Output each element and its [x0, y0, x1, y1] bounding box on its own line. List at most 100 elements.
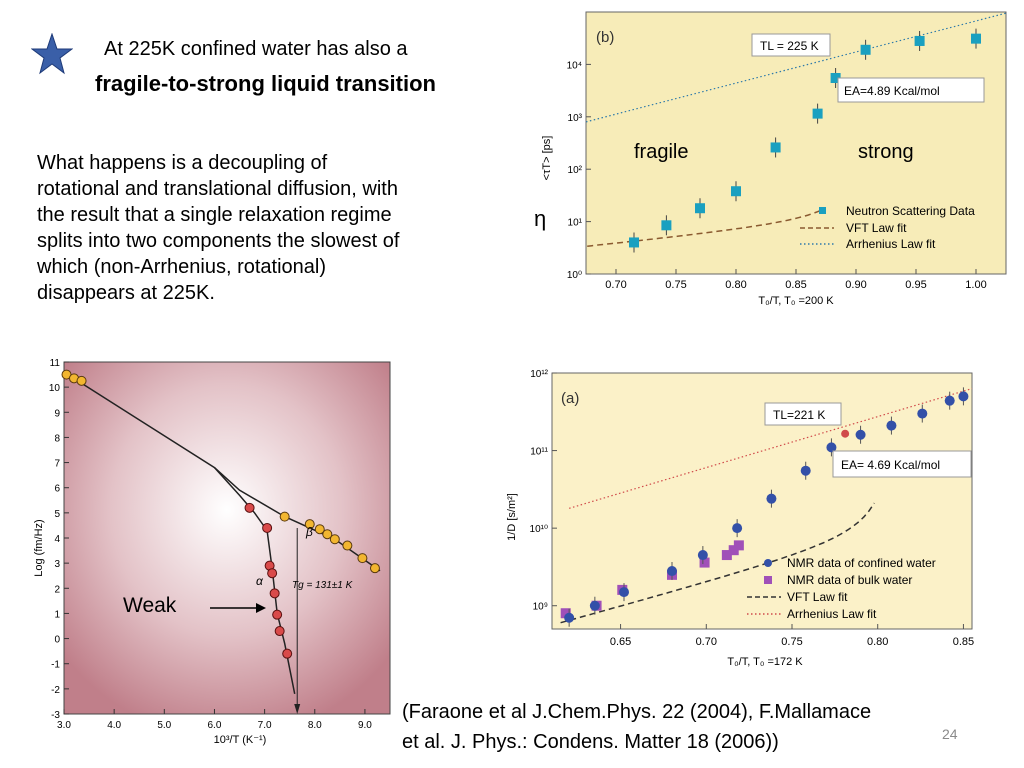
y-tick-label: 10⁰: [567, 270, 582, 281]
chart-a-ea-annotation: EA= 4.69 Kcal/mol: [841, 458, 940, 472]
data-point: [661, 220, 672, 231]
chart-d-ylabel: Log (fm/Hz): [33, 519, 45, 576]
y-tick-label: 4: [54, 534, 60, 545]
data-point: [721, 550, 732, 561]
data-point: [329, 534, 340, 545]
y-tick-label: 10³: [568, 113, 583, 124]
body-line: which (non-Arrhenius, rotational): [37, 256, 327, 278]
y-tick-label: 11: [50, 358, 61, 369]
data-point: [812, 108, 823, 119]
x-tick-label: 0.70: [696, 636, 717, 648]
data-point: [269, 588, 280, 599]
data-point: [766, 493, 777, 504]
data-point: [830, 73, 841, 84]
data-point: [731, 186, 741, 197]
x-tick-label: 0.70: [605, 279, 626, 291]
chart-d-beta-label: β: [305, 525, 313, 539]
data-point: [282, 648, 293, 659]
y-tick-label: 10: [49, 383, 61, 394]
y-tick-label: -1: [51, 660, 60, 671]
data-point: [272, 609, 283, 620]
reference-line: (Faraone et al J.Chem.Phys. 22 (2004), F…: [402, 701, 872, 723]
data-point: [274, 626, 285, 637]
chart-b-legend: Neutron Scattering Data VFT Law fit Arrh…: [800, 204, 975, 251]
data-point: [279, 511, 290, 522]
body-line: What happens is a decoupling of: [37, 152, 328, 174]
data-point: [589, 600, 600, 611]
chart-a-ylabel: 1/D [s/m²]: [506, 493, 518, 541]
chart-b-panel-label: (b): [596, 29, 614, 46]
x-tick-label: 5.0: [157, 720, 171, 731]
data-point: [619, 587, 629, 598]
data-point: [697, 550, 708, 561]
y-tick-label: 7: [54, 459, 60, 470]
y-tick-label: -2: [51, 685, 60, 696]
data-point: [369, 563, 380, 574]
y-tick-label: 2: [54, 584, 60, 595]
x-tick-label: 0.80: [867, 636, 888, 648]
chart-a-panel-label: (a): [561, 390, 579, 407]
reference-line: et al. J. Phys.: Condens. Matter 18 (200…: [402, 731, 779, 753]
legend-label: Arrhenius Law fit: [787, 607, 877, 621]
x-tick-label: 8.0: [308, 720, 322, 731]
chart-d-tg-label: Tg = 131±1 K: [292, 580, 354, 591]
chart-a-xlabel: T₀/T, T₀ =172 K: [727, 656, 803, 668]
y-tick-label: 8: [54, 433, 60, 444]
x-tick-label: 6.0: [208, 720, 222, 731]
y-tick-label: 10¹¹: [530, 447, 548, 458]
body-line: rotational and translational diffusion, …: [37, 178, 398, 200]
chart-a-nmr: (a) 1/D [s/m²] T₀/T, T₀ =172 K 0.65 0.70 0…: [495, 367, 985, 672]
slide-number: 24: [942, 726, 958, 742]
x-tick-label: 0.75: [781, 636, 802, 648]
chart-b-ylabel: <τT> [ps]: [541, 136, 553, 181]
x-tick-label: 1.00: [965, 279, 986, 291]
star-icon: [31, 33, 73, 75]
data-point: [629, 237, 639, 248]
chart-d-alpha-label: α: [256, 574, 264, 588]
x-tick-label: 0.75: [665, 279, 686, 291]
y-tick-label: 10¹: [568, 218, 583, 229]
chart-b-ea-annotation: EA=4.89 Kcal/mol: [844, 84, 940, 98]
vft-fit-line: [560, 502, 875, 624]
data-point: [244, 502, 255, 513]
x-tick-label: 4.0: [107, 720, 121, 731]
y-tick-label: 0: [54, 635, 60, 646]
data-point: [314, 524, 325, 535]
y-tick-label: -3: [51, 710, 60, 721]
legend-label: Arrhenius Law fit: [846, 237, 936, 251]
data-point: [560, 608, 571, 619]
slide-title-line1: At 225K confined water has also a: [104, 38, 408, 60]
data-point: [971, 33, 981, 44]
body-line: splits into two components the slowest o…: [37, 230, 400, 252]
data-point: [342, 540, 353, 551]
legend-square-marker: [764, 576, 772, 584]
data-point: [76, 375, 87, 386]
chart-b-eta-symbol: η: [534, 206, 546, 231]
data-point: [770, 142, 781, 153]
crossover-point: [841, 429, 850, 438]
data-point: [667, 566, 677, 577]
slide-title-line2: fragile-to-strong liquid transition: [95, 71, 436, 96]
x-tick-label: 0.65: [610, 636, 631, 648]
x-tick-label: 3.0: [57, 720, 71, 731]
x-tick-label: 0.85: [953, 636, 974, 648]
body-line: disappears at 225K.: [37, 282, 215, 304]
chart-b-tl-annotation: TL = 225 K: [760, 39, 819, 53]
data-point: [733, 540, 744, 551]
weak-label: Weak: [123, 594, 177, 617]
y-tick-label: 10²: [568, 165, 583, 176]
data-point: [800, 465, 811, 476]
weak-arrow-icon: [210, 603, 266, 613]
y-tick-label: 1: [54, 609, 60, 620]
data-point: [826, 442, 837, 453]
chart-a-legend: NMR data of confined water NMR data of b…: [747, 556, 936, 621]
y-tick-label: 3: [54, 559, 60, 570]
chart-b-xlabel: T₀/T, T₀ =200 K: [758, 295, 834, 307]
chart-d-xlabel: 10³/T (K⁻¹): [214, 734, 267, 746]
data-point: [564, 612, 575, 623]
legend-circle-marker: [764, 559, 772, 567]
legend-label: VFT Law fit: [787, 590, 848, 604]
x-tick-label: 0.90: [845, 279, 866, 291]
arrhenius-fit-line: [585, 12, 1007, 123]
data-point: [322, 529, 333, 540]
